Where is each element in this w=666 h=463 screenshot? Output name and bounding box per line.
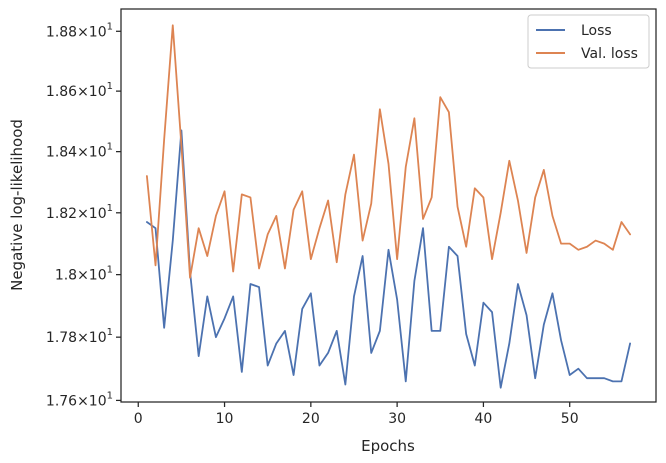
y-tick-label: 1.78×101 [46, 327, 113, 346]
legend: Loss Val. loss [527, 14, 650, 69]
x-tick-label: 40 [475, 411, 493, 427]
series-layer [145, 24, 632, 389]
x-axis-label: Epochs [361, 437, 415, 455]
y-tick-label: 1.84×101 [46, 142, 113, 161]
y-tick-label: 1.8×101 [55, 265, 113, 284]
x-tick-label: 20 [302, 411, 320, 427]
x-axis: 0 10 20 30 40 50 [134, 402, 579, 427]
y-tick-label: 1.86×101 [46, 81, 113, 100]
legend-label-val-loss: Val. loss [581, 46, 638, 62]
plot-area [120, 8, 657, 403]
y-axis: 1.76×101 1.78×101 1.8×101 1.82×101 1.84×101 1… [46, 21, 121, 409]
x-tick-label: 30 [388, 411, 406, 427]
y-tick-label: 1.82×101 [46, 203, 113, 222]
series-line-loss [145, 129, 632, 389]
x-tick-label: 50 [561, 411, 579, 427]
y-axis-label: Negative log-likelihood [8, 119, 26, 291]
y-tick-label: 1.76×101 [46, 390, 113, 409]
series-line-val-loss [145, 24, 632, 279]
y-tick-label: 1.88×101 [46, 21, 113, 40]
legend-box [527, 14, 650, 69]
x-tick-label: 0 [134, 411, 143, 427]
x-tick-label: 10 [216, 411, 234, 427]
legend-label-loss: Loss [581, 23, 612, 39]
